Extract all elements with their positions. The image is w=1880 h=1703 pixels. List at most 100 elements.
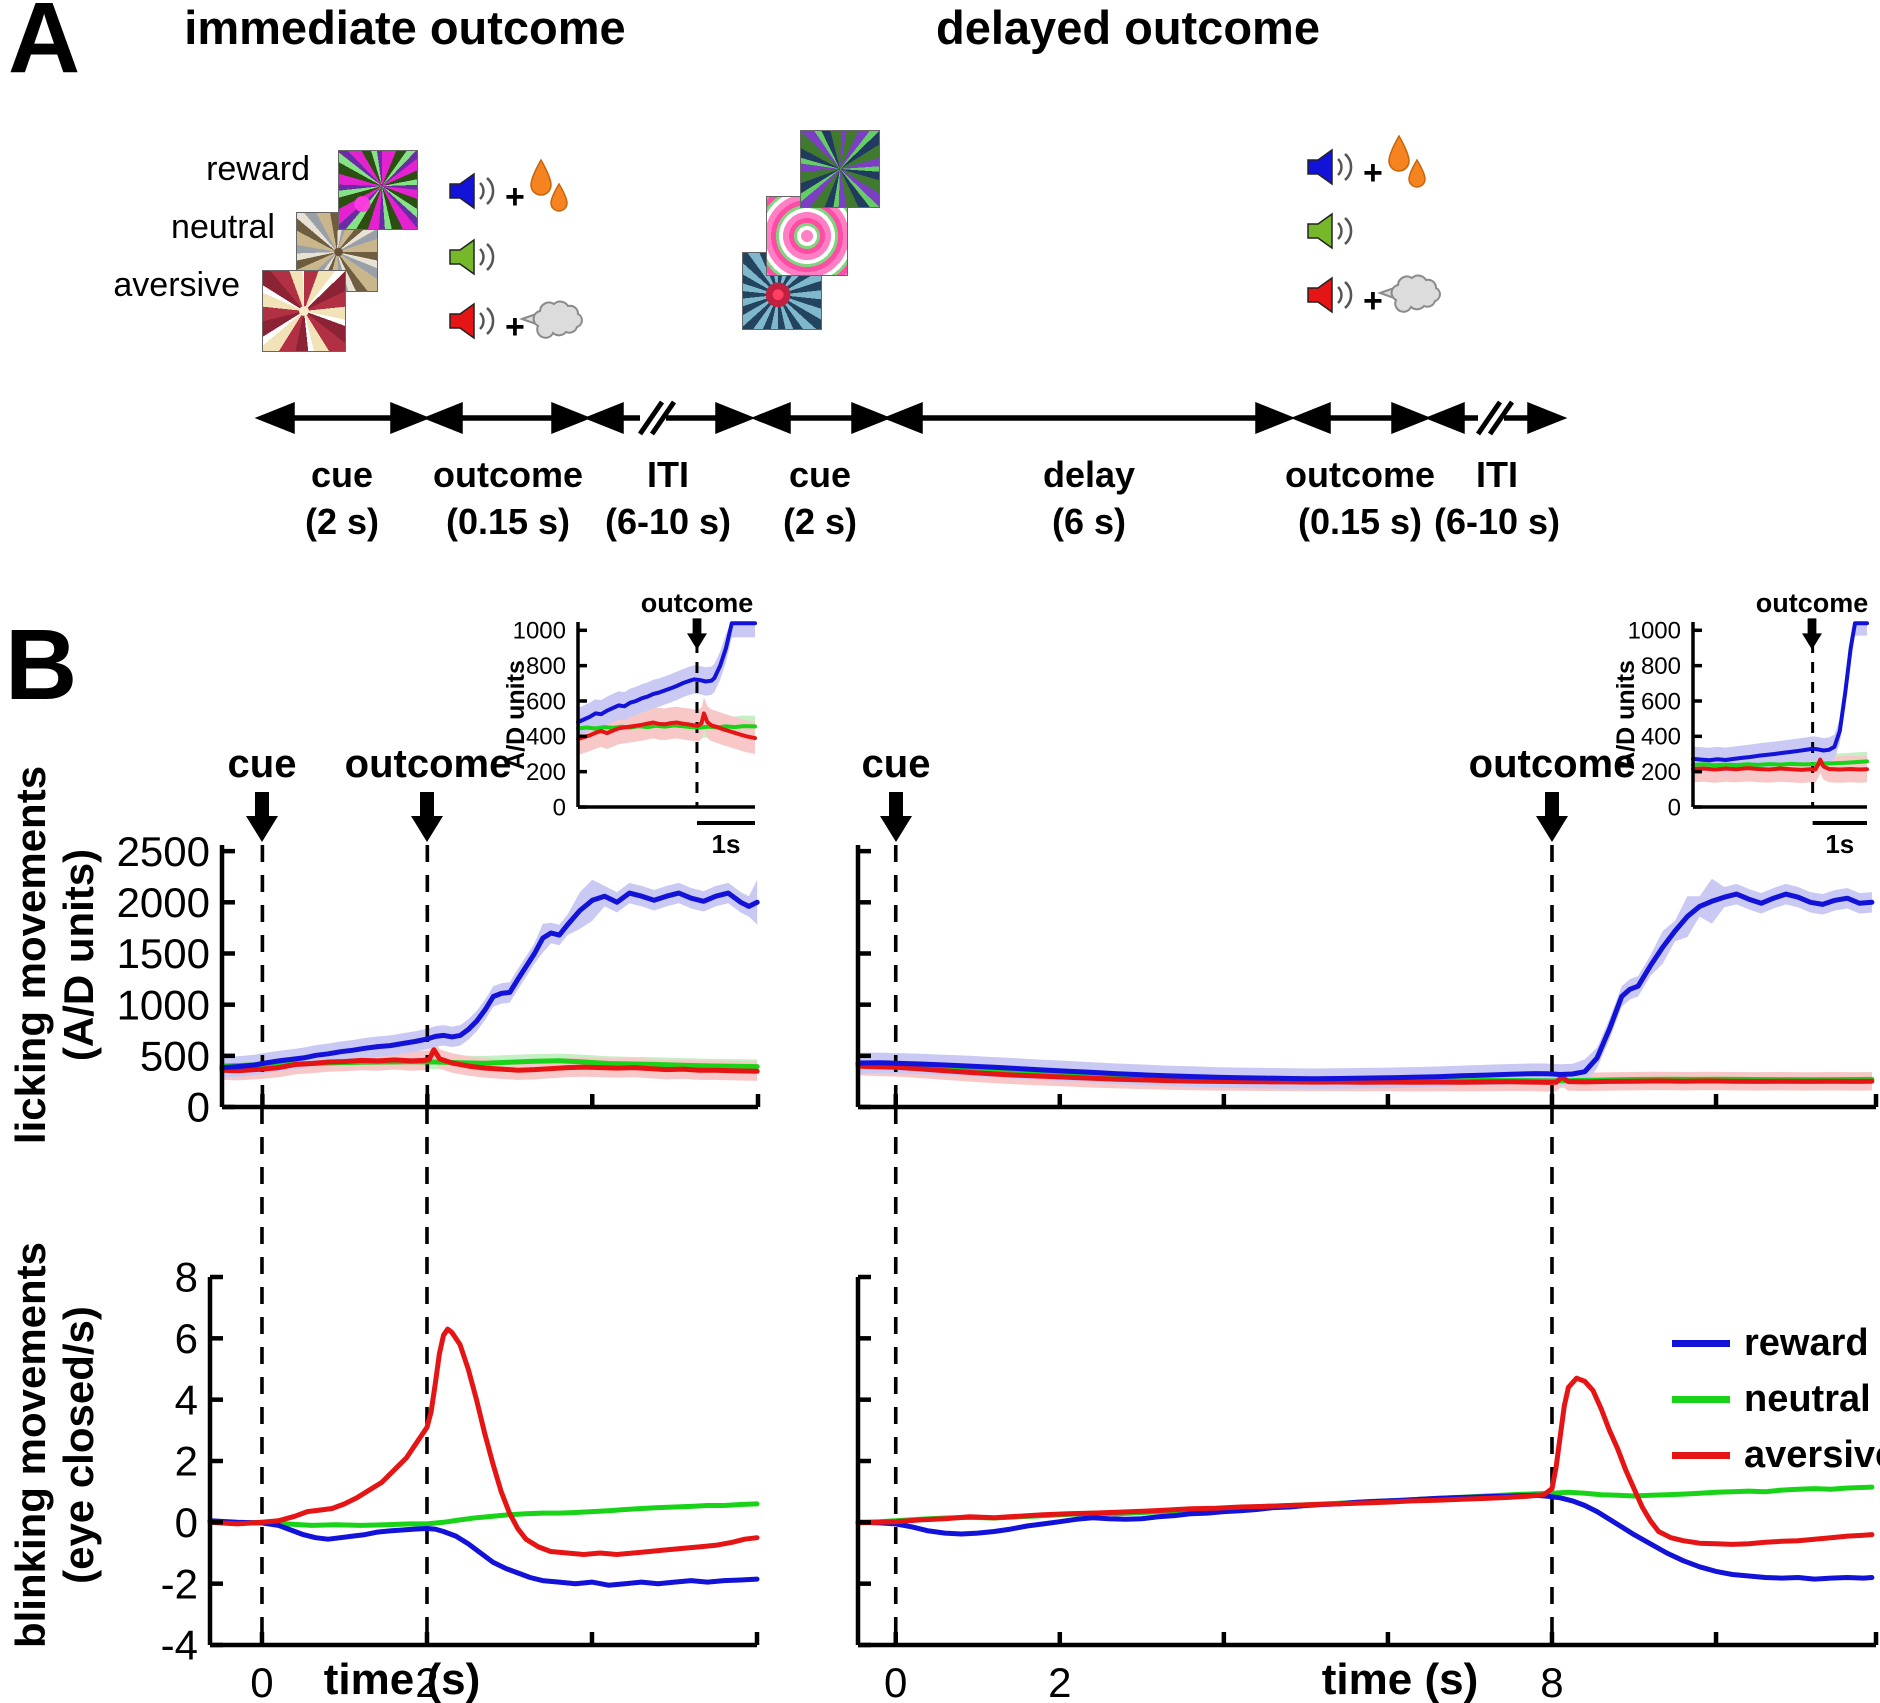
outcome-down-arrow-icon [411,792,443,842]
aversive-cue-fractal [262,270,346,352]
svg-text:6: 6 [175,1315,198,1362]
outcome-down-arrow-icon [1536,792,1568,842]
svg-text:0: 0 [250,1659,273,1703]
svg-text:1s: 1s [712,829,741,859]
timeline-label-iti: ITI (6-10 s) [1433,454,1561,542]
legend: reward neutral aversive [1672,1322,1880,1490]
legend-reward-line [1672,1340,1730,1347]
licking-immediate-plot: 0 500 1000 1500 2000 2500 [117,828,761,1131]
svg-text:2: 2 [415,1659,438,1703]
inset-outcome-arrow-icon [687,618,707,650]
aversive-speaker-icon [449,302,495,340]
sound-wave-icon [1337,158,1343,176]
cue-down-arrow-icon [246,792,278,842]
licking-axis-label: licking movements (A/D units) [7,765,103,1145]
delayed-reward-cue-fractal [800,130,880,208]
svg-text:0: 0 [175,1499,198,1546]
svg-text:400: 400 [1641,724,1681,751]
neutral-speaker-icon [449,238,495,276]
panel-b-letter: B [5,609,78,721]
svg-text:200: 200 [526,759,566,786]
legend-aversive-line [1672,1452,1730,1459]
sound-wave-icon [486,177,495,205]
timeline-label-delay: delay (6 s) [1042,454,1136,542]
svg-text:2: 2 [1048,1659,1071,1703]
licking-delayed-plot [855,845,1879,1110]
sound-wave-icon [1337,222,1343,240]
svg-text:800: 800 [526,653,566,680]
blinking-delayed-plot: 0 2 8 [855,1107,1879,1703]
plus-sign: + [505,308,525,346]
plus-sign: + [1363,282,1383,320]
delayed-title: delayed outcome [936,1,1320,54]
reward-drops-icon [530,158,568,212]
reward-speaker-icon [1307,148,1353,186]
svg-text:1500: 1500 [117,930,210,977]
legend-item-aversive: aversive [1672,1434,1880,1477]
timeline-label-cue: cue (2 s) [782,454,858,542]
svg-text:1000: 1000 [1628,618,1681,645]
svg-text:600: 600 [1641,688,1681,715]
condition-label-reward: reward [206,150,310,188]
sound-wave-icon [486,243,495,271]
immediate-title: immediate outcome [184,1,626,54]
svg-text:1000: 1000 [117,981,210,1028]
sound-wave-icon [1337,286,1343,304]
air-puff-cloud-icon [1377,274,1441,313]
inset-outcome-arrow-icon [1802,618,1822,650]
legend-item-reward: reward [1672,1322,1880,1365]
panel-a-letter: A [8,0,81,94]
plus-sign: + [505,178,525,216]
svg-text:8: 8 [1540,1659,1563,1703]
svg-text:500: 500 [140,1033,210,1080]
reward-cue-fractal [338,150,418,230]
cue-marker-label: cue [227,742,297,786]
aversive-speaker-icon [1307,276,1353,314]
svg-text:4: 4 [175,1376,198,1423]
sound-wave-icon [479,182,485,200]
licking-inset-immediate-plot: 0 200 400 600 800 1000 1s [513,618,757,859]
legend-item-neutral: neutral [1672,1378,1880,1421]
sound-wave-icon [479,248,485,266]
sound-wave-icon [1344,281,1353,309]
inset-outcome-label: outcome [640,588,754,618]
cue-marker-label: cue [861,742,931,786]
cue-down-arrow-icon [880,792,912,842]
svg-text:2500: 2500 [117,828,210,875]
svg-text:1s: 1s [1825,829,1854,859]
licking-inset-delayed-plot: 0 200 400 600 800 1000 1s [1628,618,1869,859]
air-puff-cloud-icon [519,300,583,339]
plus-sign: + [1363,154,1383,192]
inset-outcome-label: outcome [1755,588,1869,618]
delayed-neutral-cue-fractal [766,196,848,276]
svg-text:400: 400 [526,724,566,751]
reward-speaker-icon [449,172,495,210]
outcome-marker-label: outcome [344,742,512,786]
outcome-marker-label: outcome [1468,742,1636,786]
svg-text:0: 0 [553,794,566,821]
svg-text:0: 0 [884,1659,907,1703]
time-axis-label: time (s) [1321,1655,1479,1703]
sound-wave-icon [1344,153,1353,181]
svg-text:600: 600 [526,688,566,715]
timeline-label-cue: cue (2 s) [304,454,380,542]
time-axis-label: time (s) [323,1655,481,1703]
timeline-label-outcome: outcome (0.15 s) [1284,454,1435,542]
legend-neutral-line [1672,1396,1730,1403]
trial-timeline-arrows [254,400,1568,436]
neutral-speaker-icon [1307,212,1353,250]
svg-text:0: 0 [187,1084,210,1131]
svg-text:800: 800 [1641,653,1681,680]
reward-drops-icon [1388,134,1426,188]
sound-wave-icon [1344,217,1353,245]
sound-wave-icon [479,312,485,330]
svg-text:0: 0 [1668,794,1681,821]
timeline-label-iti: ITI (6-10 s) [604,454,732,542]
blinking-axis-label: blinking movements (eye closed/s) [7,1241,103,1649]
svg-text:-4: -4 [161,1622,198,1669]
svg-text:1000: 1000 [513,618,566,645]
condition-label-neutral: neutral [171,208,275,246]
svg-text:2000: 2000 [117,879,210,926]
svg-text:8: 8 [175,1254,198,1301]
